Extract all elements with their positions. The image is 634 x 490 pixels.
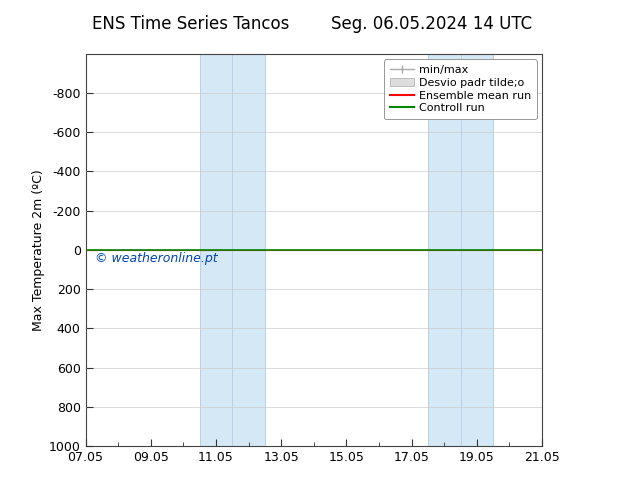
Text: Seg. 06.05.2024 14 UTC: Seg. 06.05.2024 14 UTC	[330, 15, 532, 33]
Legend: min/max, Desvio padr tilde;o, Ensemble mean run, Controll run: min/max, Desvio padr tilde;o, Ensemble m…	[384, 59, 536, 119]
Bar	[200, 54, 265, 446]
Y-axis label: Max Temperature 2m (ºC): Max Temperature 2m (ºC)	[32, 169, 44, 331]
Bar	[428, 54, 493, 446]
Text: © weatheronline.pt: © weatheronline.pt	[94, 252, 217, 265]
Text: ENS Time Series Tancos: ENS Time Series Tancos	[91, 15, 289, 33]
